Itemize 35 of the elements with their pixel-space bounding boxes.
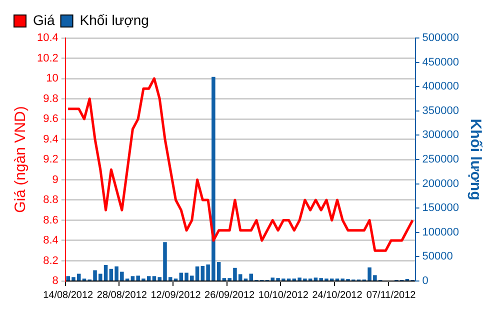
y-tick-label: 9.8 xyxy=(43,92,58,105)
y-tick-label: 9 xyxy=(52,174,58,186)
legend-label: Giá xyxy=(33,12,55,28)
y2-tick-label: 150000 xyxy=(422,202,460,214)
y2-tick-label: 400000 xyxy=(422,80,460,93)
y-tick-label: 9.4 xyxy=(43,133,58,146)
x-tick-label: 26/09/2012 xyxy=(204,290,256,301)
y2-tick-label: 300000 xyxy=(422,129,460,142)
x-tick-label: 24/10/2012 xyxy=(312,290,363,301)
y2-tick-label: 350000 xyxy=(422,104,460,117)
x-tick-label: 07/11/2012 xyxy=(366,290,416,301)
x-tick-label: 12/09/2012 xyxy=(150,290,202,301)
x-tick-label: 10/10/2012 xyxy=(258,290,309,301)
y-tick-label: 8.4 xyxy=(43,234,58,247)
legend-label: Khối lượng xyxy=(80,12,149,28)
y2-axis-title: Khối lượng xyxy=(466,118,484,200)
y2-tick-label: 500000 xyxy=(422,32,460,44)
y2-tick-label: 450000 xyxy=(422,56,460,68)
y-tick-label: 8.6 xyxy=(43,214,58,226)
y2-tick-label: 250000 xyxy=(422,154,460,166)
y2-tick-label: 50000 xyxy=(422,250,453,263)
y-tick-label: 8.8 xyxy=(43,194,58,206)
y-tick-label: 9.6 xyxy=(43,113,58,126)
y-tick-label: 8 xyxy=(52,275,58,288)
y-tick-label: 10.2 xyxy=(36,52,58,64)
y-tick-label: 8.2 xyxy=(43,254,58,267)
y-axis-title: Giá (ngàn VND) xyxy=(12,106,30,213)
y2-tick-label: 200000 xyxy=(422,178,460,190)
y-tick-label: 10.4 xyxy=(36,32,58,44)
y2-tick-label: 100000 xyxy=(422,226,460,238)
y-tick-label: 10 xyxy=(46,72,58,85)
x-tick-label: 28/08/2012 xyxy=(96,290,148,301)
y2-tick-label: 0 xyxy=(422,275,428,288)
x-tick-label: 14/08/2012 xyxy=(43,290,94,301)
y-tick-label: 9.2 xyxy=(43,154,58,166)
